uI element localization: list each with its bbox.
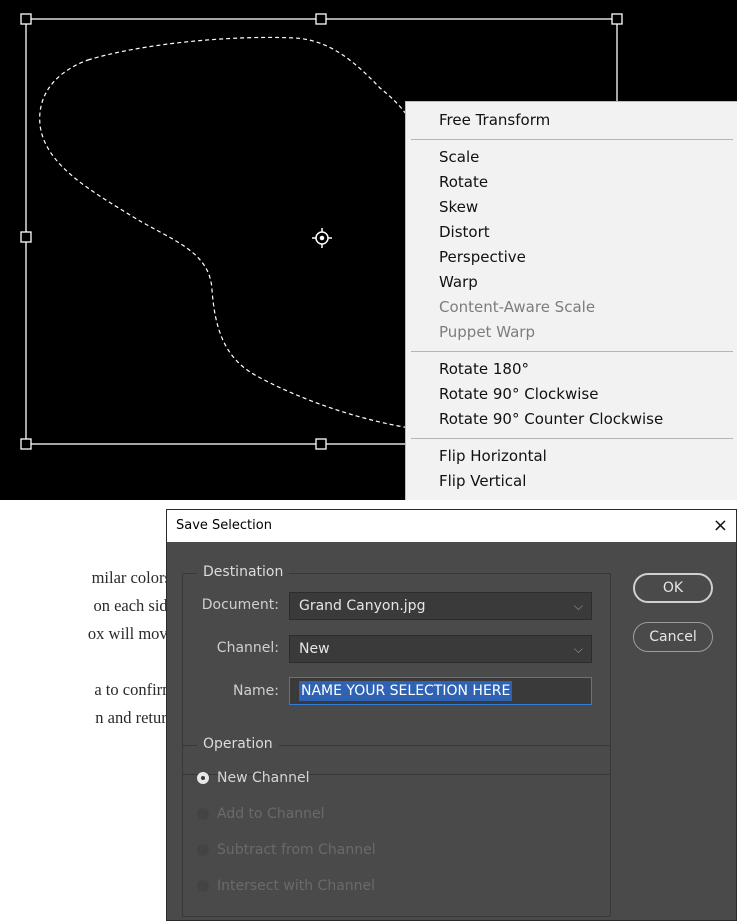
background-text-line: a to confirm [94,680,175,699]
handle-bottom-left[interactable] [20,438,32,450]
menu-item-distort[interactable]: Distort [439,223,490,241]
dialog-title: Save Selection [176,518,272,533]
cancel-button[interactable]: Cancel [633,622,713,652]
radio-label: Subtract from Channel [217,842,376,858]
transform-context-menu: Free Transform Scale Rotate Skew Distort… [405,101,737,500]
menu-item-skew[interactable]: Skew [439,198,479,216]
radio-add-to-channel: Add to Channel [197,806,325,822]
radio-intersect-with-channel: Intersect with Channel [197,878,375,894]
background-text-line: ox will move [87,624,175,643]
handle-top-right[interactable] [611,13,623,25]
menu-item-free-transform[interactable]: Free Transform [439,111,551,129]
canvas-overlay [20,13,623,450]
document-label: Document: [201,597,279,613]
radio-unselected-icon [197,880,209,892]
menu-item-content-aware-scale: Content-Aware Scale [439,298,596,316]
handle-top-center[interactable] [315,13,327,25]
handle-bottom-center[interactable] [315,438,327,450]
menu-separator [411,351,733,352]
background-text-line: on each side [93,596,175,615]
radio-selected-icon [197,772,209,784]
document-dropdown[interactable]: Grand Canyon.jpg ⌵ [289,592,592,620]
handle-middle-left[interactable] [20,231,32,243]
name-input-value: NAME YOUR SELECTION HERE [299,681,513,701]
document-value: Grand Canyon.jpg [299,598,426,614]
dialog-title-bar[interactable]: Save Selection × [167,510,736,542]
channel-label: Channel: [216,640,279,656]
menu-item-flip-horizontal[interactable]: Flip Horizontal [439,447,547,465]
menu-item-rotate[interactable]: Rotate [439,173,489,191]
menu-item-rotate-90-cw[interactable]: Rotate 90° Clockwise [439,385,599,403]
menu-separator [411,438,733,439]
destination-legend: Destination [197,564,290,580]
menu-item-rotate-90-ccw[interactable]: Rotate 90° Counter Clockwise [439,410,664,428]
radio-subtract-from-channel: Subtract from Channel [197,842,376,858]
channel-dropdown[interactable]: New ⌵ [289,635,592,663]
name-label: Name: [232,683,279,699]
menu-item-warp[interactable]: Warp [439,273,478,291]
menu-item-flip-vertical[interactable]: Flip Vertical [439,472,527,490]
ok-button[interactable]: OK [633,573,713,603]
radio-unselected-icon [197,808,209,820]
destination-group: Destination [182,564,611,775]
radio-label: New Channel [217,770,310,786]
menu-item-scale[interactable]: Scale [439,148,480,166]
menu-item-puppet-warp: Puppet Warp [439,323,535,341]
handle-top-left[interactable] [20,13,32,25]
radio-unselected-icon [197,844,209,856]
selection-marquee [39,36,411,429]
save-selection-dialog: Save Selection × Destination Document: G… [166,509,737,921]
background-text-line: n and return [95,708,175,727]
name-input[interactable]: NAME YOUR SELECTION HERE [289,677,592,705]
menu-separator [411,139,733,140]
menu-item-rotate-180[interactable]: Rotate 180° [439,360,530,378]
radio-new-channel[interactable]: New Channel [197,770,309,786]
background-text-line: milar colors. [91,568,175,587]
chevron-down-icon: ⌵ [573,599,583,613]
menu-item-perspective[interactable]: Perspective [439,248,526,266]
chevron-down-icon: ⌵ [573,642,583,656]
close-icon[interactable]: × [712,515,728,536]
radio-label: Intersect with Channel [217,878,376,894]
radio-label: Add to Channel [217,806,325,822]
channel-value: New [299,641,330,657]
operation-group: Operation New Channel Add to Channel Sub… [182,736,611,917]
crosshair-center-icon[interactable] [312,228,332,248]
operation-legend: Operation [197,736,279,752]
